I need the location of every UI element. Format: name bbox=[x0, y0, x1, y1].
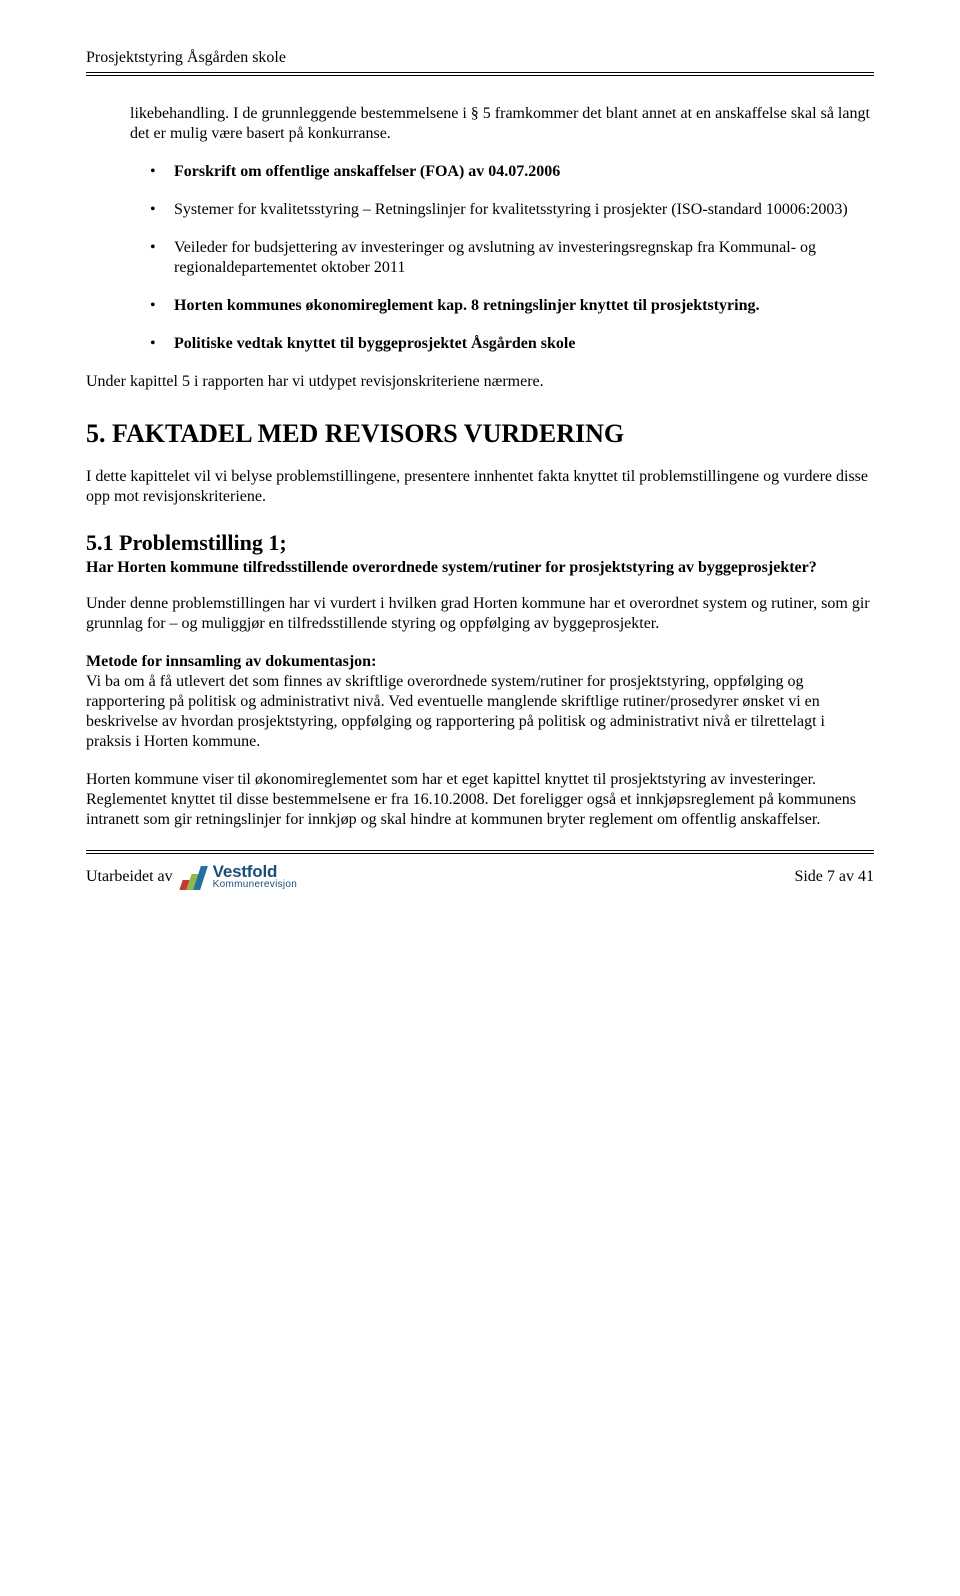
section-5-1-heading: 5.1 Problemstilling 1; bbox=[86, 529, 874, 557]
logo-text: Vestfold Kommunerevisjon bbox=[213, 864, 298, 890]
list-item: • Politiske vedtak knyttet til byggeprosj… bbox=[150, 334, 874, 354]
list-item-text: Veileder for budsjettering av investerin… bbox=[174, 239, 816, 276]
section-5-1-subtitle: Har Horten kommune tilfredsstillende ove… bbox=[86, 558, 874, 578]
bullet-icon: • bbox=[150, 238, 156, 258]
section-5-1-p3: Horten kommune viser til økonomireglemen… bbox=[86, 770, 874, 830]
logo-main-text: Vestfold bbox=[213, 864, 298, 880]
section-5-heading: 5. FAKTADEL MED REVISORS VURDERING bbox=[86, 418, 874, 451]
list-item-text: Forskrift om offentlige anskaffelser (FO… bbox=[174, 163, 560, 180]
bullet-icon: • bbox=[150, 200, 156, 220]
method-label: Metode for innsamling av dokumentasjon: bbox=[86, 652, 874, 672]
list-item-text: Systemer for kvalitetsstyring – Retnings… bbox=[174, 201, 848, 218]
footer-right-text: Side 7 av 41 bbox=[794, 867, 874, 887]
bullet-icon: • bbox=[150, 334, 156, 354]
list-item-text: Politiske vedtak knyttet til byggeprosje… bbox=[174, 335, 575, 352]
bullet-list-1: • Forskrift om offentlige anskaffelser (F… bbox=[130, 162, 874, 354]
page-footer: Utarbeidet av Vestfold Kommunerevisjon S… bbox=[86, 862, 874, 890]
list-item: • Forskrift om offentlige anskaffelser (F… bbox=[150, 162, 874, 182]
list-item: • Horten kommunes økonomireglement kap. 8… bbox=[150, 296, 874, 316]
section-5-intro: I dette kapittelet vil vi belyse problem… bbox=[86, 467, 874, 507]
header-rule bbox=[86, 72, 874, 76]
bullet-icon: • bbox=[150, 296, 156, 316]
footer-logo: Vestfold Kommunerevisjon bbox=[179, 864, 298, 890]
intro-paragraph: likebehandling. I de grunnleggende beste… bbox=[130, 104, 874, 144]
footer-left-text: Utarbeidet av bbox=[86, 867, 173, 887]
page-header-title: Prosjektstyring Åsgården skole bbox=[86, 48, 874, 68]
list-item-text: Horten kommunes økonomireglement kap. 8 … bbox=[174, 297, 759, 314]
after-bullets-paragraph: Under kapittel 5 i rapporten har vi utdy… bbox=[86, 372, 874, 392]
section-5-1-p2: Vi ba om å få utlevert det som finnes av… bbox=[86, 672, 874, 752]
bullet-icon: • bbox=[150, 162, 156, 182]
content-region: likebehandling. I de grunnleggende beste… bbox=[86, 104, 874, 830]
logo-sub-text: Kommunerevisjon bbox=[213, 880, 298, 890]
list-item: • Veileder for budsjettering av investeri… bbox=[150, 238, 874, 278]
section-5-1-p1: Under denne problemstillingen har vi vur… bbox=[86, 594, 874, 634]
footer-rule bbox=[86, 850, 874, 854]
list-item: • Systemer for kvalitetsstyring – Retning… bbox=[150, 200, 874, 220]
footer-left: Utarbeidet av Vestfold Kommunerevisjon bbox=[86, 864, 297, 890]
logo-mark-icon bbox=[179, 864, 209, 890]
